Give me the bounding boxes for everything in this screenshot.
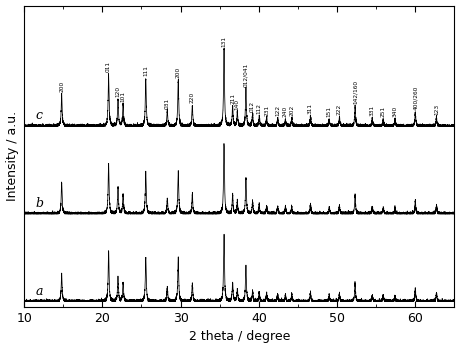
Text: 200: 200 (59, 81, 64, 92)
Text: 031: 031 (164, 97, 169, 109)
Text: 120: 120 (115, 86, 120, 97)
Text: 012/041: 012/041 (243, 63, 248, 87)
Text: 012: 012 (250, 101, 255, 112)
Text: 123: 123 (433, 104, 438, 115)
Text: 122: 122 (274, 105, 280, 116)
Text: 140: 140 (234, 99, 239, 110)
Text: 200: 200 (175, 67, 180, 78)
Text: a: a (36, 285, 43, 298)
Text: 240: 240 (282, 106, 287, 117)
Text: 220: 220 (190, 92, 195, 103)
Text: 011: 011 (106, 61, 111, 72)
Text: 340: 340 (392, 106, 397, 117)
Y-axis label: Intensity / a.u.: Intensity / a.u. (6, 111, 18, 201)
Text: b: b (36, 197, 44, 210)
Text: 131: 131 (221, 36, 226, 47)
Text: 231: 231 (263, 104, 269, 116)
Text: 400/260: 400/260 (412, 86, 417, 110)
Text: 251: 251 (380, 106, 385, 117)
Text: 311: 311 (308, 103, 312, 114)
Text: 142/160: 142/160 (352, 80, 357, 104)
Text: 211: 211 (230, 93, 235, 104)
Text: 111: 111 (143, 66, 148, 76)
X-axis label: 2 theta / degree: 2 theta / degree (188, 331, 289, 343)
Text: 101: 101 (120, 91, 125, 103)
Text: c: c (36, 109, 43, 122)
Text: 112: 112 (256, 103, 261, 114)
Text: 331: 331 (369, 105, 374, 116)
Text: 222: 222 (336, 104, 341, 115)
Text: 202: 202 (289, 105, 294, 116)
Text: 151: 151 (326, 106, 331, 117)
